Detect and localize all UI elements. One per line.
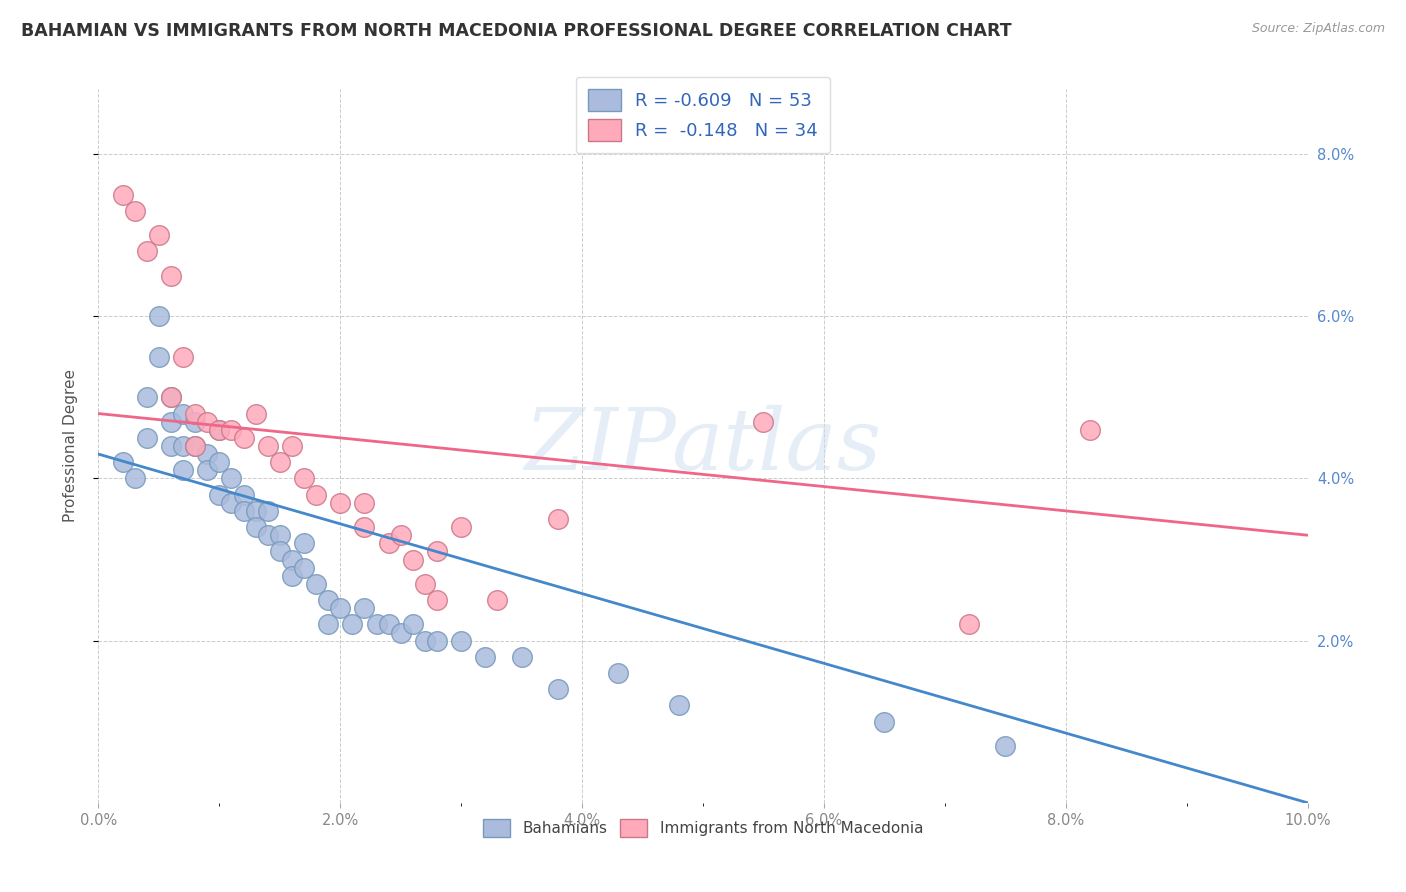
Legend: Bahamians, Immigrants from North Macedonia: Bahamians, Immigrants from North Macedon… [475,811,931,845]
Point [413,577,436,591]
Point [281,552,304,566]
Point [389,528,412,542]
Point [148,350,170,364]
Point [269,455,291,469]
Point [353,520,375,534]
Point [342,617,364,632]
Point [281,568,304,582]
Point [668,698,690,713]
Point [111,187,134,202]
Point [329,601,352,615]
Point [256,439,278,453]
Point [208,423,231,437]
Point [450,633,472,648]
Point [195,447,218,461]
Point [413,633,436,648]
Point [510,649,533,664]
Point [402,552,425,566]
Point [135,390,157,404]
Point [245,520,267,534]
Point [292,471,315,485]
Point [281,439,304,453]
Point [160,415,183,429]
Point [426,593,449,607]
Point [221,423,243,437]
Point [377,536,399,550]
Point [486,593,509,607]
Point [292,536,315,550]
Point [994,739,1017,753]
Point [607,666,630,681]
Point [195,463,218,477]
Point [148,310,170,324]
Point [450,520,472,534]
Point [195,415,218,429]
Point [245,504,267,518]
Point [232,504,254,518]
Point [1078,423,1101,437]
Point [160,390,183,404]
Point [148,228,170,243]
Point [547,512,569,526]
Point [172,407,194,421]
Point [221,471,243,485]
Point [232,431,254,445]
Point [160,268,183,283]
Point [389,625,412,640]
Point [208,455,231,469]
Point [111,455,134,469]
Point [353,496,375,510]
Point [172,350,194,364]
Point [160,439,183,453]
Text: BAHAMIAN VS IMMIGRANTS FROM NORTH MACEDONIA PROFESSIONAL DEGREE CORRELATION CHAR: BAHAMIAN VS IMMIGRANTS FROM NORTH MACEDO… [21,22,1012,40]
Point [124,203,146,218]
Text: Source: ZipAtlas.com: Source: ZipAtlas.com [1251,22,1385,36]
Text: ZIPatlas: ZIPatlas [524,405,882,487]
Point [329,496,352,510]
Y-axis label: Professional Degree: Professional Degree [63,369,77,523]
Point [124,471,146,485]
Point [316,617,339,632]
Point [873,714,896,729]
Point [474,649,496,664]
Point [957,617,980,632]
Point [172,463,194,477]
Point [172,439,194,453]
Point [245,407,267,421]
Point [184,415,207,429]
Point [426,633,449,648]
Point [208,423,231,437]
Point [184,439,207,453]
Point [305,577,328,591]
Point [426,544,449,558]
Point [752,415,775,429]
Point [135,431,157,445]
Point [547,682,569,697]
Point [160,390,183,404]
Point [402,617,425,632]
Point [232,488,254,502]
Point [269,544,291,558]
Point [135,244,157,259]
Point [292,560,315,574]
Point [316,593,339,607]
Point [221,496,243,510]
Point [208,488,231,502]
Point [305,488,328,502]
Point [256,528,278,542]
Point [353,601,375,615]
Point [256,504,278,518]
Point [269,528,291,542]
Point [377,617,399,632]
Point [366,617,388,632]
Point [184,439,207,453]
Point [184,407,207,421]
